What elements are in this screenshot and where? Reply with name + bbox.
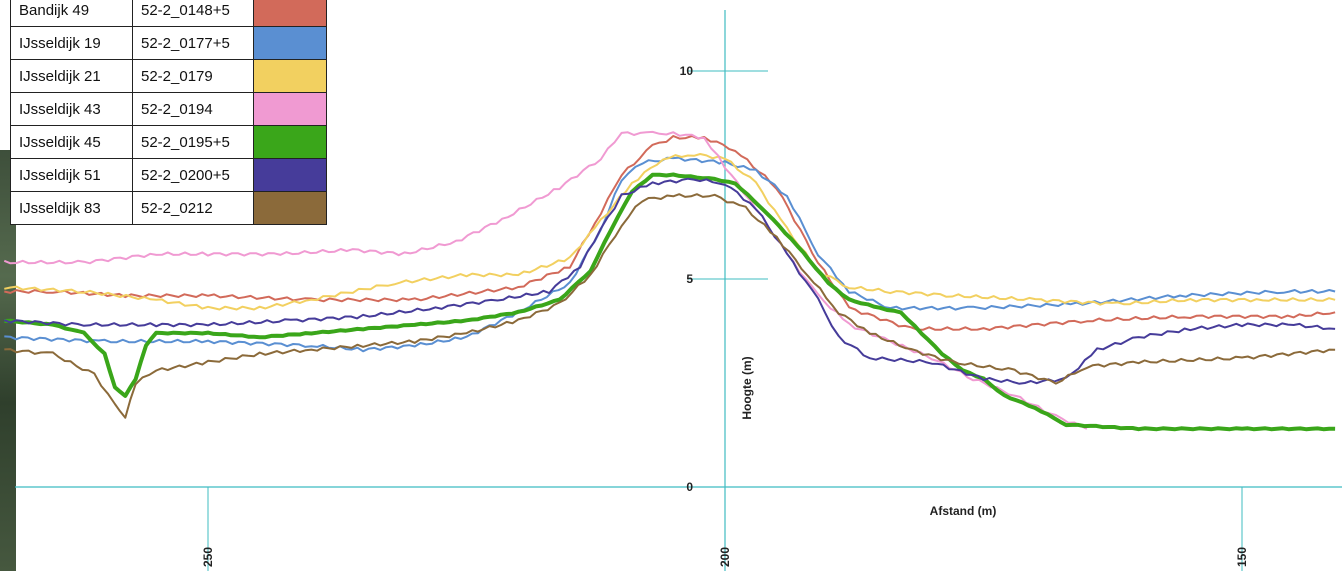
legend-series-name: IJsseldijk 51 [11,159,133,192]
legend-series-code: 52-2_0177+5 [133,27,254,60]
series-line [4,194,1335,418]
legend-series-code: 52-2_0148+5 [133,0,254,27]
x-tick-label: 150 [1235,547,1249,567]
legend-color-swatch [254,0,327,27]
legend-row: Bandijk 49 52-2_0148+5 [11,0,327,27]
legend-series-code: 52-2_0195+5 [133,126,254,159]
legend-color-swatch [254,159,327,192]
legend-series-name: IJsseldijk 45 [11,126,133,159]
legend-series-code: 52-2_0194 [133,93,254,126]
x-axis-title: Afstand (m) [930,504,997,518]
x-tick-label: 250 [201,547,215,567]
legend-color-swatch [254,60,327,93]
legend-table: Bandijk 49 52-2_0148+5 IJsseldijk 19 52-2_0… [10,0,327,225]
legend-row: IJsseldijk 19 52-2_0177+5 [11,27,327,60]
legend-color-swatch [254,93,327,126]
legend-row: IJsseldijk 51 52-2_0200+5 [11,159,327,192]
legend-color-swatch [254,192,327,225]
legend-series-code: 52-2_0212 [133,192,254,225]
y-tick-label: 0 [686,480,693,494]
legend-series-name: IJsseldijk 83 [11,192,133,225]
y-tick-label: 10 [680,64,694,78]
legend-series-name: Bandijk 49 [11,0,133,27]
legend-series-code: 52-2_0200+5 [133,159,254,192]
y-axis-title: Hoogte (m) [740,356,754,419]
legend-color-swatch [254,126,327,159]
legend-series-name: IJsseldijk 21 [11,60,133,93]
y-tick-label: 5 [686,272,693,286]
legend-row: IJsseldijk 43 52-2_0194 [11,93,327,126]
legend-row: IJsseldijk 21 52-2_0179 [11,60,327,93]
legend-color-swatch [254,27,327,60]
legend-series-name: IJsseldijk 19 [11,27,133,60]
legend-row: IJsseldijk 83 52-2_0212 [11,192,327,225]
legend-series-code: 52-2_0179 [133,60,254,93]
legend-series-name: IJsseldijk 43 [11,93,133,126]
legend-row: IJsseldijk 45 52-2_0195+5 [11,126,327,159]
x-tick-label: 200 [718,547,732,567]
